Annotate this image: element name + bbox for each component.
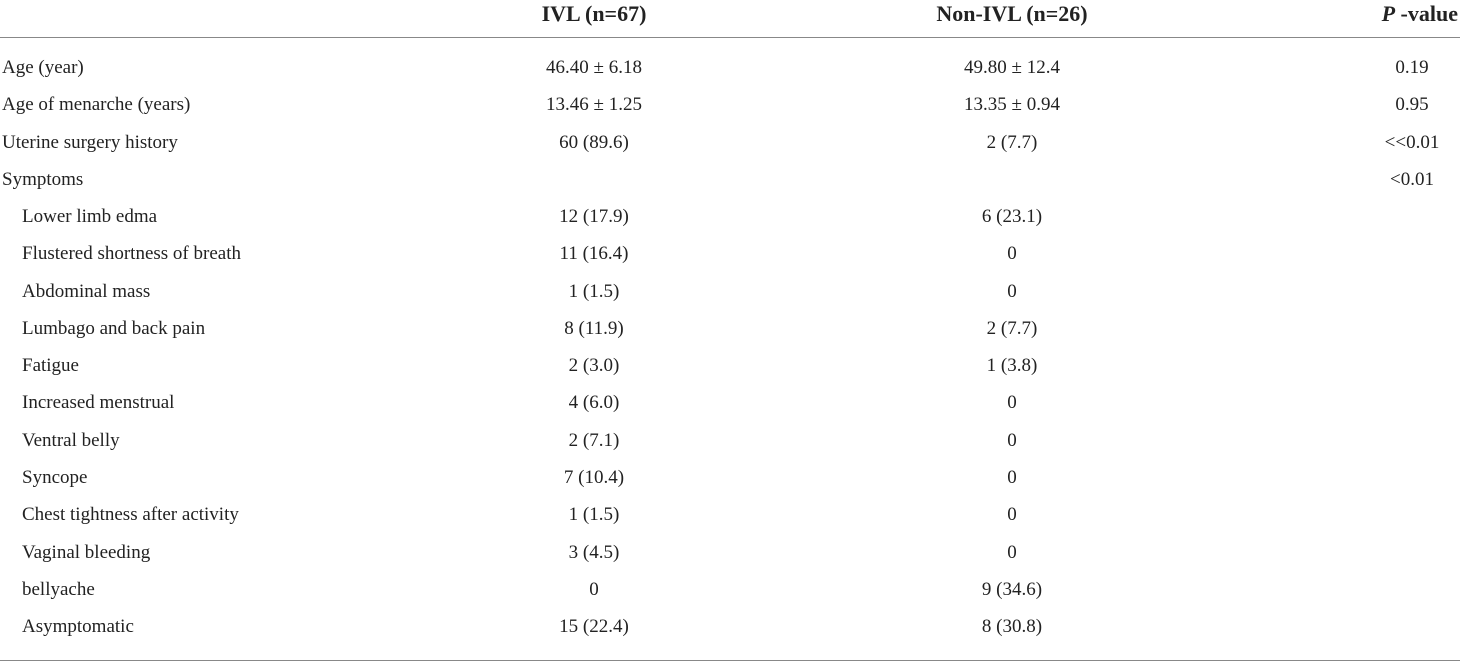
row-label: Age (year) [2, 57, 84, 78]
cell: 13.35 ± 0.94 [964, 94, 1060, 116]
cell: 2 (7.7) [986, 131, 1038, 153]
cell: 0 [1007, 429, 1017, 451]
cell: 2 (3.0) [568, 355, 620, 377]
cell: 9 (34.6) [981, 578, 1043, 600]
cell: 49.80 ± 12.4 [964, 57, 1060, 78]
header-cell: P -value [1382, 2, 1458, 26]
row-label: bellyache [22, 578, 95, 600]
row-label: Syncope [22, 466, 88, 488]
cell: 13.46 ± 1.25 [546, 94, 642, 116]
p-value: 0.95 [1395, 94, 1429, 116]
cell: 1 (1.5) [568, 504, 620, 526]
cell: 0 [1007, 280, 1017, 302]
row-label: Abdominal mass [22, 280, 151, 302]
cell: 0 [1007, 392, 1017, 414]
cell: 46.40 ± 6.18 [546, 57, 642, 78]
bottom-rule [0, 660, 1460, 661]
cell: 11 (16.4) [559, 243, 629, 265]
cell: 4 (6.0) [568, 392, 620, 414]
row-label: Uterine surgery history [2, 131, 178, 153]
p-value: <0.01 [1390, 168, 1434, 190]
cell: 0 [1007, 243, 1017, 265]
p-value: 0.19 [1395, 57, 1429, 78]
row-label: Vaginal bleeding [22, 541, 151, 563]
cell: 60 (89.6) [559, 131, 629, 153]
cell: 0 [589, 578, 599, 600]
header-cell: Non-IVL (n=26) [936, 1, 1088, 26]
header-cell: IVL (n=67) [541, 1, 647, 26]
row-label: Chest tightness after activity [22, 504, 239, 526]
row-label: Symptoms [2, 168, 84, 190]
cell: 2 (7.1) [568, 429, 620, 451]
cell: 3 (4.5) [568, 541, 620, 563]
cell: 12 (17.9) [559, 206, 629, 228]
row-label: Lumbago and back pain [22, 317, 206, 339]
cell: 0 [1007, 504, 1017, 526]
row-label: Flustered shortness of breath [22, 243, 241, 265]
header-rule [0, 37, 1460, 38]
row-label: Increased menstrual [22, 392, 175, 414]
cell: 0 [1007, 541, 1017, 563]
cell: 8 (11.9) [564, 317, 624, 339]
row-label: Asymptomatic [22, 616, 134, 638]
cell: 0 [1007, 466, 1017, 488]
row-label: Age of menarche (years) [2, 94, 191, 116]
row-label: Fatigue [22, 355, 79, 377]
cell: 2 (7.7) [986, 317, 1038, 339]
header-text: -value [1400, 1, 1458, 26]
row-label: Ventral belly [22, 429, 120, 451]
cell: 15 (22.4) [559, 616, 629, 638]
row-label: Lower limb edma [22, 206, 158, 228]
cell: 8 (30.8) [981, 616, 1043, 638]
cell: 7 (10.4) [563, 466, 625, 488]
cell: 6 (23.1) [981, 206, 1043, 228]
p-value: <<0.01 [1384, 131, 1440, 153]
cell: 1 (1.5) [568, 280, 620, 302]
cell: 1 (3.8) [986, 355, 1038, 377]
header-italic: P [1381, 1, 1396, 26]
